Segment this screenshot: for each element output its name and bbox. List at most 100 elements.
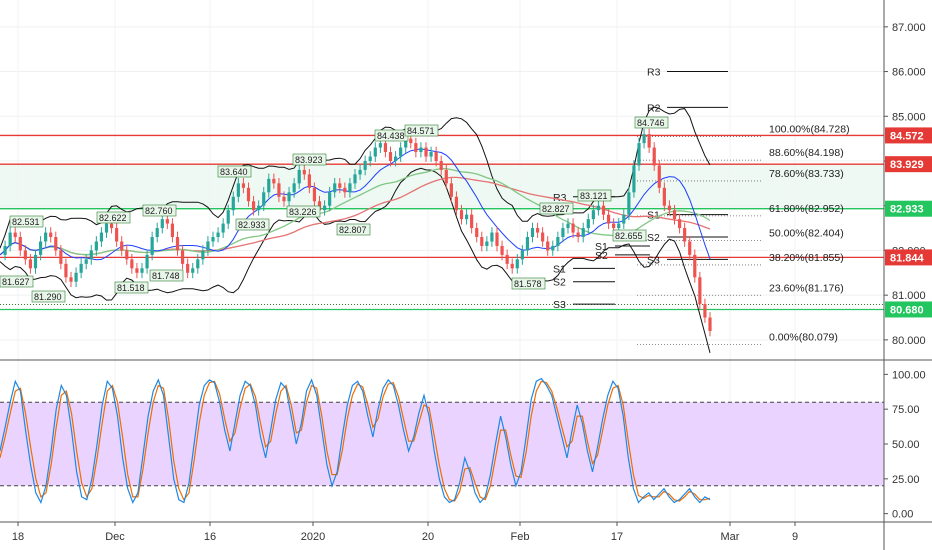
- candle-body: [622, 214, 626, 224]
- candle-body: [226, 210, 230, 224]
- peak-label: 81.578: [514, 279, 542, 289]
- candle-body: [510, 263, 514, 269]
- level-badge-label: 81.844: [890, 252, 925, 264]
- candle-body: [586, 219, 590, 229]
- price-tick-label: 81.000: [892, 290, 926, 302]
- pivot-label: R3: [553, 192, 567, 204]
- candle-body: [399, 147, 403, 157]
- price-tick-label: 86.000: [892, 67, 926, 79]
- osc-tick-label: 100.00: [892, 369, 926, 381]
- candle-body: [693, 254, 697, 278]
- candle-body: [703, 304, 707, 318]
- candle-body: [257, 205, 261, 211]
- bollinger-upper: [0, 106, 711, 249]
- pivot-label: S1: [647, 210, 660, 222]
- candle-body: [186, 263, 190, 273]
- candle-body: [348, 183, 352, 193]
- peak-label: 84.746: [637, 118, 665, 128]
- candle-body: [581, 228, 585, 238]
- candle-body: [150, 237, 154, 255]
- oscillator-pane: [0, 377, 884, 505]
- candle-body: [708, 317, 712, 331]
- candle-body: [140, 268, 144, 273]
- candle-body: [251, 201, 256, 211]
- candle-body: [125, 250, 129, 260]
- peak-label-box: [9, 215, 44, 228]
- time-tick-label: 17: [611, 531, 623, 543]
- peak-label-box: [31, 290, 66, 303]
- candle-body: [627, 192, 631, 215]
- candle-body: [297, 169, 301, 184]
- candle-body: [64, 263, 68, 278]
- candle-body: [28, 259, 33, 269]
- candle-body: [322, 205, 327, 211]
- candle-body: [612, 223, 616, 229]
- candle-body: [475, 228, 479, 238]
- candle-body: [490, 232, 494, 242]
- peak-label: 84.571: [407, 126, 435, 136]
- pivot-label: R3: [647, 67, 661, 79]
- peak-label-box: [286, 205, 321, 218]
- candle-body: [404, 138, 408, 148]
- candle-body: [115, 228, 119, 242]
- candle-body: [33, 254, 38, 269]
- time-tick-label: 9: [792, 531, 798, 543]
- candle-body: [135, 268, 139, 273]
- ma-medium: [0, 168, 711, 256]
- peak-label: 82.760: [145, 206, 173, 216]
- pivot-label: R2: [647, 102, 661, 114]
- level-badge: [885, 200, 932, 217]
- level-badge: [885, 301, 932, 318]
- fib-label: 23.60%(81.176): [769, 282, 844, 294]
- peak-label-box: [292, 153, 327, 166]
- candle-body: [282, 196, 286, 202]
- level-badge-label: 84.572: [890, 130, 924, 142]
- candle-body: [606, 214, 611, 224]
- candle-body: [312, 187, 317, 202]
- peak-label-box: [142, 204, 177, 217]
- candle-body: [358, 169, 362, 175]
- level-badge: [885, 127, 932, 144]
- level-badge: [885, 156, 932, 173]
- peak-label: 81.518: [117, 283, 145, 293]
- candle-body: [378, 143, 382, 148]
- level-badge-label: 83.929: [890, 159, 924, 171]
- candle-body: [363, 160, 367, 170]
- candle-body: [662, 187, 666, 206]
- candle-body: [667, 205, 672, 211]
- candle-body: [343, 187, 347, 193]
- candle-body: [439, 160, 443, 170]
- candle-body: [89, 250, 93, 260]
- candle-body: [556, 237, 560, 246]
- candle-body: [120, 241, 124, 251]
- osc-tick-label: 0.00: [892, 509, 913, 521]
- candle-body: [3, 245, 7, 255]
- candle-body: [414, 143, 418, 153]
- price-tick-label: 80.000: [892, 335, 926, 347]
- candle-body: [104, 223, 109, 233]
- candle-body: [69, 277, 73, 282]
- candle-body: [647, 134, 651, 148]
- peak-label-box: [612, 229, 647, 242]
- candle-body: [388, 152, 393, 161]
- candle-body: [236, 183, 240, 197]
- candle-body: [328, 192, 332, 206]
- osc-tick-label: 75.00: [892, 404, 920, 416]
- ma-fast: [0, 148, 711, 261]
- oscillator-k-line: [0, 377, 711, 505]
- candle-body: [99, 232, 104, 242]
- candle-body: [160, 219, 164, 229]
- fib-label: 100.00%(84.728): [769, 123, 850, 135]
- candle-body: [262, 192, 266, 206]
- candle-body: [566, 223, 570, 229]
- peak-label: 82.655: [615, 231, 643, 241]
- candle-body: [287, 192, 291, 202]
- candle-body: [601, 205, 606, 215]
- fib-label: 0.00%(80.079): [769, 331, 838, 343]
- candle-body: [277, 183, 281, 197]
- fib-label: 38.20%(81.855): [769, 252, 844, 264]
- peak-label: 81.748: [152, 271, 180, 281]
- time-tick-label: 16: [204, 531, 216, 543]
- candle-body: [201, 250, 205, 260]
- candle-body: [698, 277, 702, 305]
